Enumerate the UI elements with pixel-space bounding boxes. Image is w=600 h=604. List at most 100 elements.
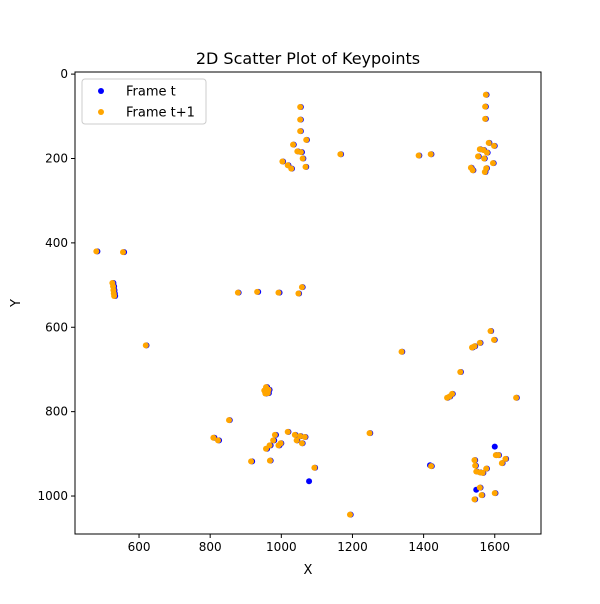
data-point xyxy=(468,344,475,351)
legend-label: Frame t+1 xyxy=(126,106,195,121)
x-tick-label: 1200 xyxy=(337,540,368,554)
legend-marker xyxy=(98,109,104,115)
data-point xyxy=(513,394,520,401)
data-point xyxy=(398,348,405,355)
data-point xyxy=(279,158,286,165)
data-point xyxy=(491,443,498,450)
data-point xyxy=(471,496,478,503)
marks-layer xyxy=(93,91,520,518)
y-axis: 0 200 400 600 800 1000 xyxy=(37,67,75,503)
data-point xyxy=(248,458,255,465)
data-point xyxy=(498,460,505,467)
data-point xyxy=(479,469,486,476)
data-point xyxy=(469,167,476,174)
y-axis-label: Y xyxy=(9,299,24,308)
data-point xyxy=(489,160,496,167)
data-point xyxy=(297,116,304,123)
data-point xyxy=(481,155,488,162)
data-point xyxy=(120,249,127,256)
data-point xyxy=(415,152,422,159)
data-point xyxy=(288,165,295,172)
series-frame-t-plus-1 xyxy=(93,91,520,518)
data-point xyxy=(277,440,284,447)
data-point xyxy=(293,437,300,444)
data-point xyxy=(483,465,490,472)
x-tick-label: 1000 xyxy=(266,540,297,554)
chart-title: 2D Scatter Plot of Keypoints xyxy=(196,49,420,68)
data-point xyxy=(491,490,498,497)
data-point xyxy=(427,151,434,158)
data-point xyxy=(291,431,298,438)
data-point xyxy=(428,463,435,470)
data-point xyxy=(263,445,270,452)
data-point xyxy=(487,328,494,335)
data-point xyxy=(142,342,149,349)
data-point xyxy=(457,368,464,375)
data-point xyxy=(275,289,282,296)
data-point xyxy=(297,128,304,135)
y-tick-label: 600 xyxy=(45,320,68,334)
data-point xyxy=(295,290,302,297)
data-point xyxy=(215,437,221,444)
data-point xyxy=(290,141,297,148)
x-tick-label: 1600 xyxy=(479,540,510,554)
data-point xyxy=(337,151,344,158)
data-point xyxy=(297,104,304,111)
data-point xyxy=(306,478,313,485)
data-point xyxy=(111,293,118,300)
x-axis: 600 800 1000 1200 1400 1600 xyxy=(128,534,510,554)
x-tick-label: 800 xyxy=(199,540,222,554)
y-tick-label: 400 xyxy=(45,236,68,250)
x-tick-label: 600 xyxy=(128,540,151,554)
data-point xyxy=(482,91,489,98)
data-point xyxy=(482,115,489,122)
legend-box xyxy=(81,78,207,125)
y-tick-label: 1000 xyxy=(37,489,68,503)
y-tick-label: 200 xyxy=(45,151,68,165)
legend-marker xyxy=(98,88,104,94)
data-point xyxy=(262,390,269,397)
legend-label: Frame t xyxy=(126,85,176,100)
y-tick-label: 800 xyxy=(45,405,68,419)
data-point xyxy=(491,142,498,149)
data-point xyxy=(471,457,478,464)
data-point xyxy=(366,430,373,437)
data-point xyxy=(485,139,492,146)
data-point xyxy=(476,484,483,491)
legend: Frame t Frame t+1 xyxy=(81,78,207,125)
data-point xyxy=(483,149,490,156)
data-point xyxy=(298,440,305,447)
data-point xyxy=(346,511,353,518)
data-point xyxy=(478,492,485,499)
data-point xyxy=(270,437,277,444)
data-point xyxy=(284,428,291,435)
data-point xyxy=(301,433,308,440)
data-point xyxy=(254,288,261,295)
data-point xyxy=(266,457,273,464)
data-point xyxy=(491,336,498,343)
data-point xyxy=(299,155,306,162)
data-point xyxy=(475,153,482,160)
data-point xyxy=(271,431,278,438)
data-point xyxy=(298,284,305,291)
data-point xyxy=(495,452,502,459)
plot-frame xyxy=(74,71,542,535)
data-point xyxy=(234,289,241,296)
data-point xyxy=(303,136,310,143)
data-point xyxy=(226,417,233,424)
data-point xyxy=(302,163,309,170)
x-tick-label: 1400 xyxy=(408,540,439,554)
data-point xyxy=(481,168,488,175)
data-point xyxy=(472,462,479,469)
data-point xyxy=(93,248,100,255)
data-point xyxy=(482,103,489,110)
data-point xyxy=(444,394,451,401)
data-point xyxy=(502,455,509,462)
data-point xyxy=(476,339,483,346)
x-axis-label: X xyxy=(304,563,313,578)
data-point xyxy=(297,149,304,156)
y-tick-label: 0 xyxy=(60,67,68,81)
data-point xyxy=(210,434,217,441)
data-point xyxy=(311,464,318,471)
